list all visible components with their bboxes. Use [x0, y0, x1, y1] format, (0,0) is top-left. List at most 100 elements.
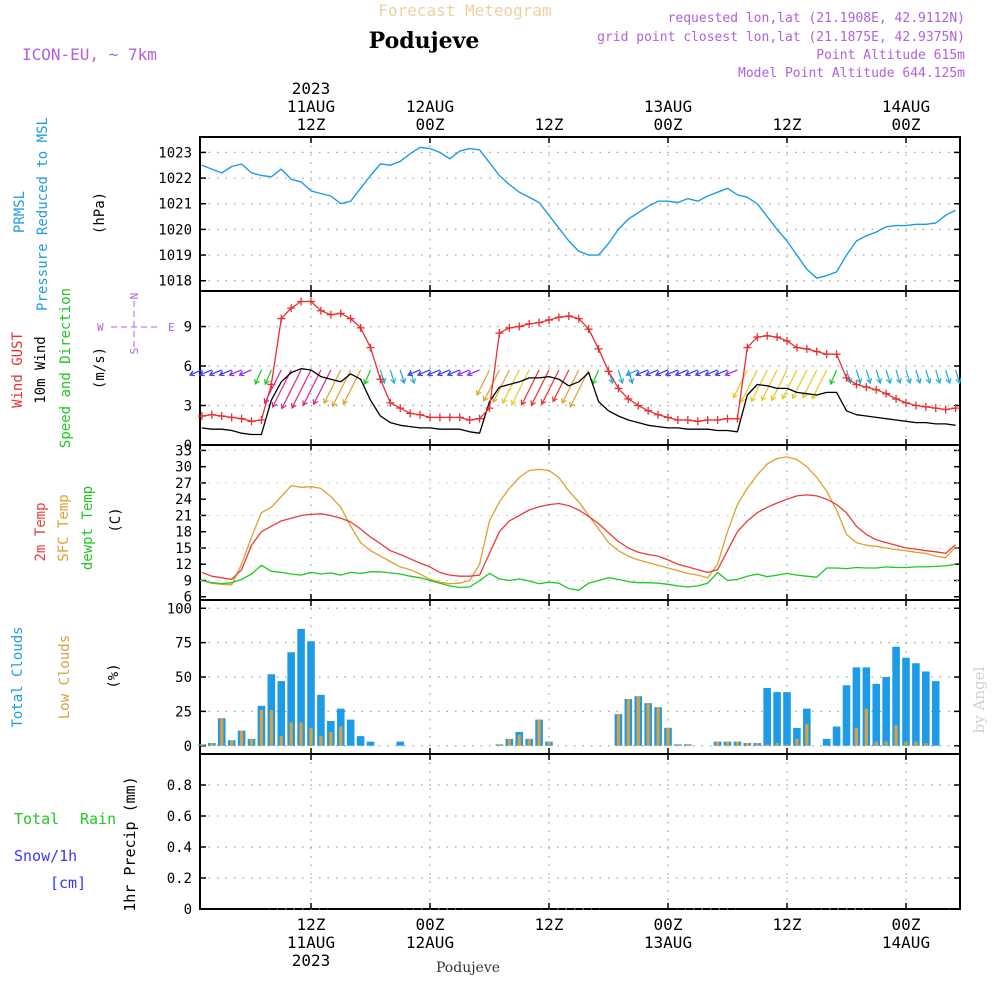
wind-arrow	[592, 369, 600, 385]
total-cloud-bar	[793, 727, 801, 746]
low-cloud-bar	[884, 741, 888, 746]
low-cloud-bar	[676, 744, 680, 746]
wind-arrow-head	[945, 377, 952, 385]
total-cloud-bar	[396, 741, 405, 746]
wind-arrow-head	[446, 370, 453, 377]
gust-marker	[376, 375, 385, 384]
gust-marker	[892, 394, 901, 403]
wind-arrow-head	[426, 370, 433, 377]
gust-marker	[921, 402, 930, 411]
gust-marker	[465, 415, 474, 424]
top-axis-label: 00Z	[416, 115, 445, 134]
wind-arrow	[645, 369, 659, 376]
wind-arrow	[313, 369, 332, 405]
gust-marker	[792, 343, 801, 352]
wind-arrow-head	[628, 377, 635, 385]
wind-arrow-head	[569, 401, 575, 408]
pressure-panel: 1018 1019 1020 1021 1022 1023	[158, 136, 961, 292]
total-cloud-bar	[892, 646, 900, 746]
wind-arrow	[407, 369, 421, 376]
wind-arrow-head	[645, 370, 652, 377]
y-tick-label: 1020	[158, 222, 192, 238]
wind-arrow-head	[866, 377, 873, 385]
total-cloud-bar	[297, 628, 305, 746]
wind-arrow-head	[407, 370, 414, 377]
gust-marker	[366, 343, 375, 352]
label-percent: (%)	[106, 663, 122, 688]
low-cloud-bar	[745, 743, 749, 746]
gust-marker	[227, 413, 236, 422]
low-cloud-bar	[715, 741, 720, 746]
wind-arrow	[895, 369, 901, 384]
gridpoint-coords: grid point closest lon,lat (21.1875E, 42…	[597, 30, 965, 45]
sfc-temp-line	[201, 456, 957, 586]
y-tick-label: 18	[175, 525, 192, 541]
wind-arrow	[447, 369, 460, 376]
label-total: Total	[14, 810, 59, 828]
wind-arrow-head	[520, 399, 527, 406]
wind-arrow-head	[254, 378, 260, 386]
total-cloud-bar	[773, 692, 781, 746]
y-tick-label: 6	[184, 359, 192, 375]
y-tick-label: 0.2	[167, 871, 192, 887]
gust-marker	[406, 409, 415, 418]
y-tick-label: 9	[184, 320, 192, 336]
low-cloud-bar	[319, 736, 323, 746]
low-cloud-bar	[339, 726, 343, 746]
wind-arrow-head	[312, 399, 319, 406]
wind-arrow	[761, 369, 778, 401]
low-cloud-bar	[259, 710, 264, 746]
gust-marker	[416, 410, 425, 419]
total-cloud-bar	[862, 667, 871, 746]
low-cloud-bar	[329, 732, 333, 746]
wind-arrow-head	[801, 392, 808, 399]
wind-arrow	[935, 369, 941, 384]
gust-marker	[654, 410, 663, 419]
y-tick-label: 0.8	[167, 778, 192, 794]
gust-marker	[564, 312, 573, 321]
wind-arrow-head	[876, 377, 883, 385]
y-tick-label: 24	[175, 492, 192, 508]
dewpt-line	[201, 563, 956, 591]
total-cloud-bar	[902, 657, 910, 746]
wind-arrow-head	[476, 389, 482, 397]
y-tick-label: 0	[184, 902, 192, 918]
total-cloud-bar	[366, 741, 375, 746]
gust-marker	[931, 404, 940, 413]
low-cloud-bar	[775, 743, 779, 746]
gust-marker	[802, 344, 811, 353]
gust-marker	[614, 384, 623, 393]
gust-marker	[307, 297, 315, 306]
wind-arrow	[417, 369, 431, 376]
total-cloud-bar	[822, 738, 831, 746]
bottom-axis-label: 2023	[292, 951, 331, 970]
y-tick-label: 0.6	[167, 809, 192, 825]
wind-arrow-head	[218, 370, 225, 377]
wind-arrow	[229, 369, 242, 376]
total-cloud-bar	[872, 683, 881, 746]
gust-marker	[545, 315, 553, 324]
gust-marker	[753, 333, 762, 342]
gust-marker	[852, 380, 861, 389]
wind-arrow	[740, 369, 758, 403]
wind-arrow	[342, 369, 362, 405]
y-tick-label: 1023	[158, 145, 192, 161]
gust-marker	[683, 415, 692, 424]
bottom-station-label: Podujeve	[436, 960, 500, 976]
top-axis-label: 2023	[292, 79, 331, 98]
wind-arrow	[635, 369, 649, 376]
wind-arrow	[281, 369, 302, 409]
top-axis-label: 12AUG	[406, 97, 454, 116]
gust-marker	[455, 413, 464, 422]
bottom-axis-label: 12Z	[773, 915, 802, 934]
total-cloud-bar	[277, 681, 286, 746]
model-altitude: Model Point Altitude 644.125m	[738, 66, 965, 81]
wind-arrow	[905, 369, 911, 384]
total-cloud-bar	[931, 681, 940, 746]
wind-arrow	[865, 369, 871, 384]
gust-marker	[783, 337, 791, 346]
low-cloud-bar	[279, 736, 283, 746]
wind-arrow	[209, 369, 222, 376]
label-2m-temp: 2m Temp	[33, 502, 49, 561]
